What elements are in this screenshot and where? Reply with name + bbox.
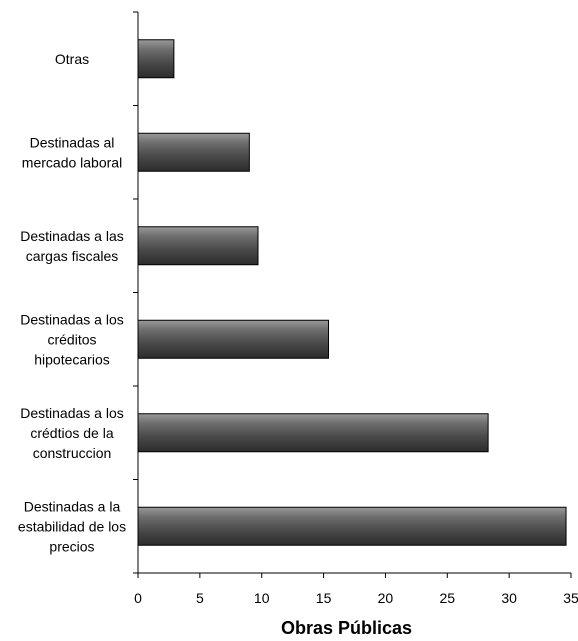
bar — [137, 132, 250, 172]
category-label: Otras — [55, 51, 89, 67]
bar — [137, 39, 175, 79]
bar — [137, 506, 567, 546]
category-label: Destinadas a las cargas fiscales — [20, 228, 124, 264]
x-ticks: 0 5 10 15 20 25 30 35 — [134, 573, 578, 606]
category-label: Destinadas al mercado laboral — [22, 134, 122, 170]
category-labels: Otras Destinadas al mercado laboral Destina… — [18, 51, 126, 555]
bar — [137, 226, 259, 266]
x-tick-label: 25 — [439, 590, 455, 606]
category-label: Destinadas a los crédtios de la construcci… — [20, 405, 124, 461]
x-tick-label: 10 — [254, 590, 270, 606]
x-tick-label: 15 — [316, 590, 332, 606]
bar — [137, 319, 330, 359]
x-tick-label: 30 — [501, 590, 517, 606]
bars-group — [137, 39, 567, 546]
x-axis-label: Obras Públicas — [281, 618, 412, 638]
x-tick-label: 5 — [196, 590, 204, 606]
x-tick-label: 0 — [134, 590, 142, 606]
x-tick-label: 20 — [378, 590, 394, 606]
axes — [133, 11, 571, 574]
category-label: Destinadas a los créditos hipotecarios — [20, 311, 124, 367]
x-tick-label: 35 — [563, 590, 578, 606]
category-label: Destinadas a la estabilidad de los precios — [18, 498, 126, 554]
bar — [137, 413, 489, 453]
